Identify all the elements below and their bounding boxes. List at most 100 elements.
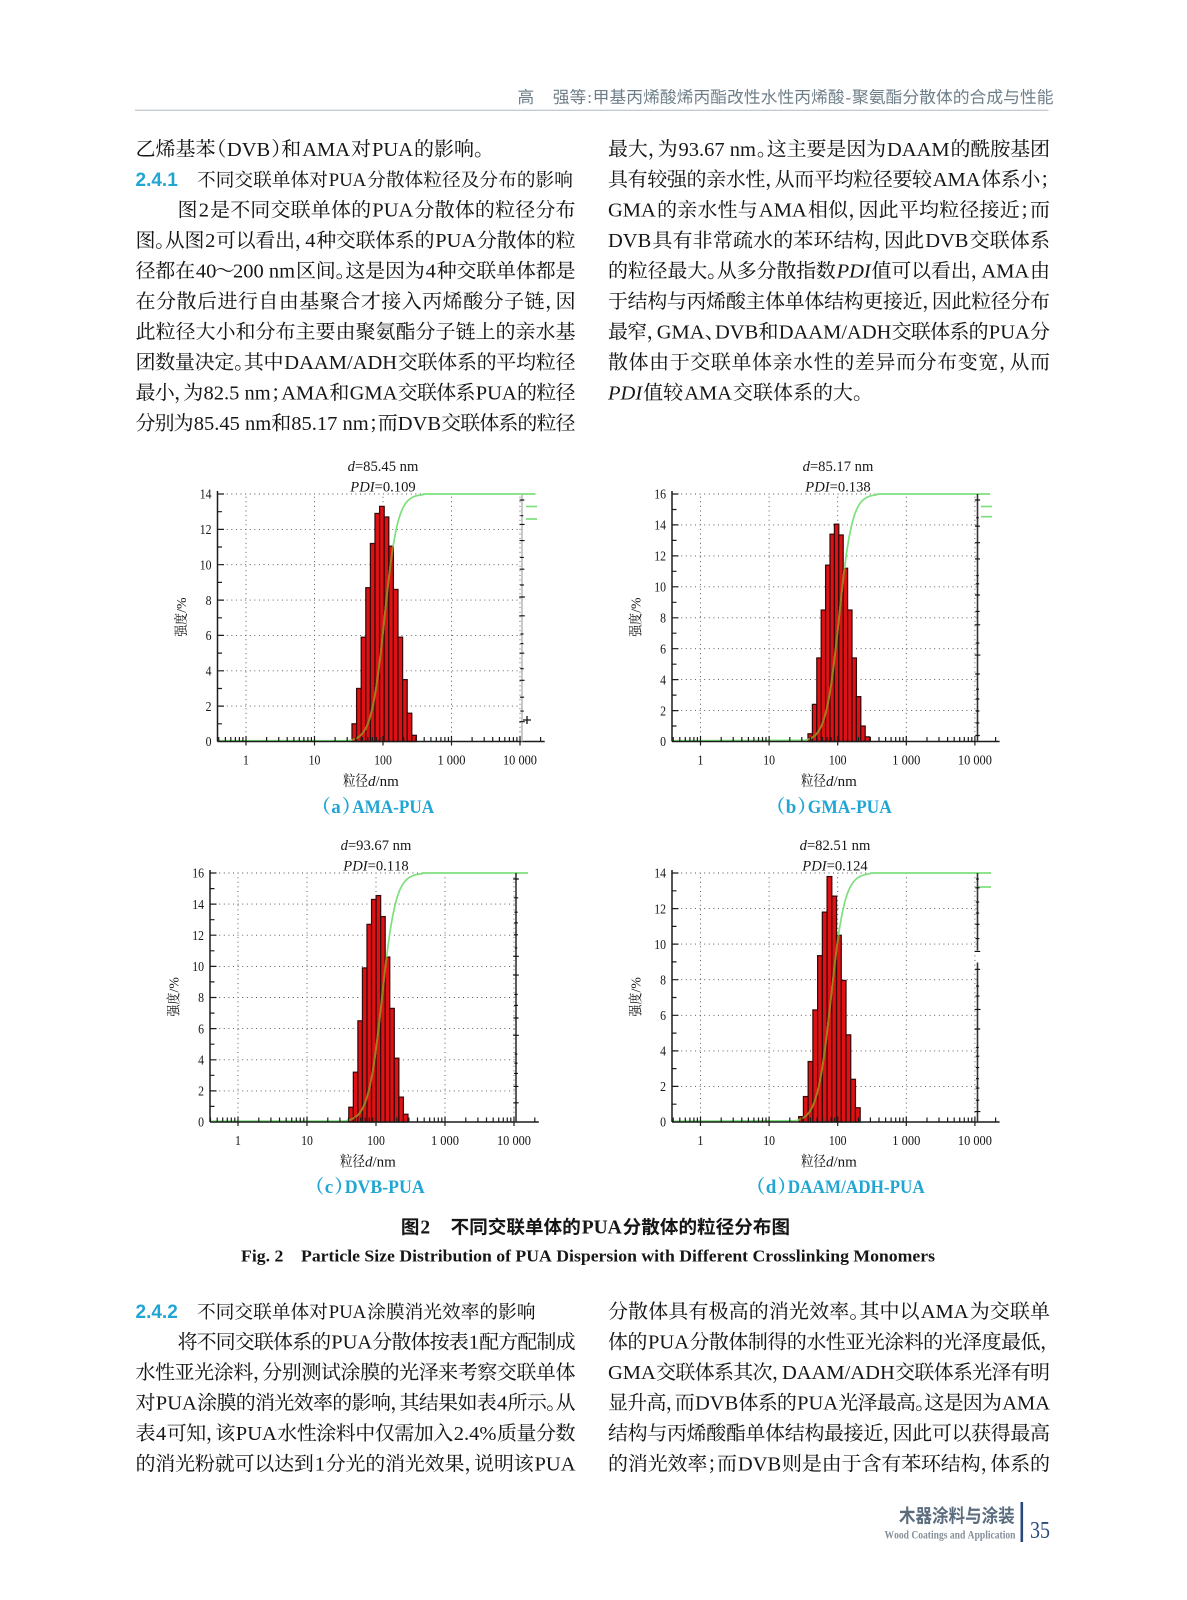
svg-text:PUA: PUA	[535, 1454, 576, 1476]
svg-text:4: 4	[198, 1053, 204, 1068]
svg-text:2: 2	[205, 230, 215, 252]
svg-text:PDI: PDI	[607, 382, 643, 404]
svg-text:93.67 nm: 93.67 nm	[679, 139, 757, 161]
svg-text:c: c	[325, 1177, 333, 1198]
svg-text:1: 1	[315, 1454, 325, 1476]
svg-text:8: 8	[660, 972, 666, 987]
svg-text:6: 6	[206, 628, 212, 643]
svg-text:GMA-PUA: GMA-PUA	[808, 797, 892, 818]
svg-text:100: 100	[374, 753, 392, 768]
svg-text:35: 35	[1030, 1518, 1050, 1544]
svg-text:DVB: DVB	[398, 413, 441, 435]
svg-text:10 000: 10 000	[958, 753, 992, 768]
svg-text:-: -	[846, 88, 852, 107]
svg-text:PUA: PUA	[989, 322, 1030, 344]
svg-text:AMA: AMA	[302, 139, 350, 161]
svg-text:DAAM/ADH-PUA: DAAM/ADH-PUA	[788, 1177, 925, 1198]
svg-text:DVB: DVB	[715, 322, 758, 344]
svg-text:DAAM/ADH: DAAM/ADH	[782, 1362, 895, 1384]
svg-text:PUA: PUA	[329, 170, 367, 191]
svg-text:1: 1	[698, 1133, 704, 1148]
svg-text:DVB: DVB	[925, 230, 968, 252]
svg-text:2: 2	[660, 1079, 666, 1094]
svg-text:DAAM: DAAM	[887, 139, 950, 161]
svg-text:10: 10	[200, 557, 212, 572]
svg-text:12: 12	[192, 928, 204, 943]
svg-text:PDI=0.124: PDI=0.124	[801, 859, 868, 875]
svg-text:10: 10	[654, 937, 666, 952]
svg-text:AMA: AMA	[1002, 1393, 1050, 1415]
svg-text:Wood Coatings and Application: Wood Coatings and Application	[885, 1530, 1017, 1542]
svg-text:10: 10	[763, 753, 775, 768]
svg-text:6: 6	[198, 1021, 204, 1036]
svg-text:PDI=0.118: PDI=0.118	[342, 859, 408, 875]
svg-text:100: 100	[367, 1133, 385, 1148]
svg-text:40: 40	[196, 261, 217, 283]
svg-text:82.5 nm: 82.5 nm	[204, 382, 271, 404]
svg-text:DVB-PUA: DVB-PUA	[345, 1177, 425, 1198]
svg-text:100: 100	[829, 753, 847, 768]
svg-text:4: 4	[156, 1423, 166, 1445]
svg-text:PUA: PUA	[372, 139, 413, 161]
svg-text:d/nm: d/nm	[826, 1155, 857, 1171]
svg-text:/%: /%	[174, 597, 189, 613]
svg-text:PUA: PUA	[476, 382, 517, 404]
svg-text:PUA: PUA	[156, 1393, 197, 1415]
svg-text:b: b	[786, 797, 797, 818]
svg-text:16: 16	[192, 866, 204, 881]
svg-text:0: 0	[660, 1115, 666, 1130]
svg-text:2: 2	[198, 1084, 204, 1099]
svg-text:2.4%: 2.4%	[454, 1423, 497, 1445]
svg-text:DVB: DVB	[738, 1454, 781, 1476]
svg-text:GMA: GMA	[608, 200, 656, 222]
svg-text:14: 14	[654, 866, 666, 881]
svg-text:PDI=0.138: PDI=0.138	[804, 480, 870, 496]
svg-text:2.4.2: 2.4.2	[136, 1302, 178, 1323]
svg-text:4: 4	[497, 1393, 507, 1415]
svg-text:2: 2	[206, 699, 212, 714]
svg-text:100: 100	[829, 1133, 847, 1148]
svg-text:a: a	[331, 797, 341, 818]
svg-text:1: 1	[235, 1133, 241, 1148]
svg-text:2.4.1: 2.4.1	[136, 170, 179, 191]
svg-text:4: 4	[426, 261, 436, 283]
svg-text:d/nm: d/nm	[368, 774, 399, 790]
svg-text:10 000: 10 000	[497, 1133, 531, 1148]
svg-text:PUA: PUA	[236, 1423, 277, 1445]
svg-text:1 000: 1 000	[437, 753, 465, 768]
svg-text:DVB: DVB	[695, 1393, 738, 1415]
svg-text:DVB: DVB	[608, 230, 651, 252]
svg-text::: :	[587, 88, 592, 107]
svg-text:6: 6	[660, 641, 666, 656]
svg-text:8: 8	[660, 611, 666, 626]
svg-text:PUA: PUA	[372, 200, 413, 222]
svg-text:DAAM/ADH: DAAM/ADH	[284, 352, 397, 374]
svg-text:12: 12	[654, 901, 666, 916]
svg-text:PUA: PUA	[582, 1218, 622, 1239]
svg-text:DVB: DVB	[227, 139, 270, 161]
svg-text:10 000: 10 000	[958, 1133, 992, 1148]
svg-text:DAAM/ADH: DAAM/ADH	[779, 322, 892, 344]
svg-text:2: 2	[660, 703, 666, 718]
svg-text:PUA: PUA	[435, 230, 476, 252]
svg-text:10: 10	[192, 959, 204, 974]
svg-text:1 000: 1 000	[431, 1133, 459, 1148]
svg-text:10: 10	[301, 1133, 313, 1148]
svg-text:AMA: AMA	[981, 261, 1029, 283]
svg-text:/%: /%	[629, 597, 644, 613]
svg-text:d/nm: d/nm	[826, 774, 857, 790]
svg-text:AMA-PUA: AMA-PUA	[352, 797, 434, 818]
svg-text:12: 12	[654, 549, 666, 564]
svg-text:0: 0	[198, 1115, 204, 1130]
svg-text:0: 0	[206, 734, 212, 749]
svg-text:PUA: PUA	[329, 1302, 367, 1323]
svg-text:14: 14	[200, 487, 212, 502]
svg-text:d/nm: d/nm	[365, 1155, 396, 1171]
svg-text:PDI: PDI	[836, 261, 872, 283]
svg-text:8: 8	[206, 593, 212, 608]
svg-text:4: 4	[660, 1044, 666, 1059]
svg-text:2: 2	[420, 1218, 430, 1239]
svg-text:10: 10	[309, 753, 321, 768]
svg-text:AMA: AMA	[921, 1301, 969, 1323]
svg-text:85.45 nm: 85.45 nm	[194, 413, 272, 435]
